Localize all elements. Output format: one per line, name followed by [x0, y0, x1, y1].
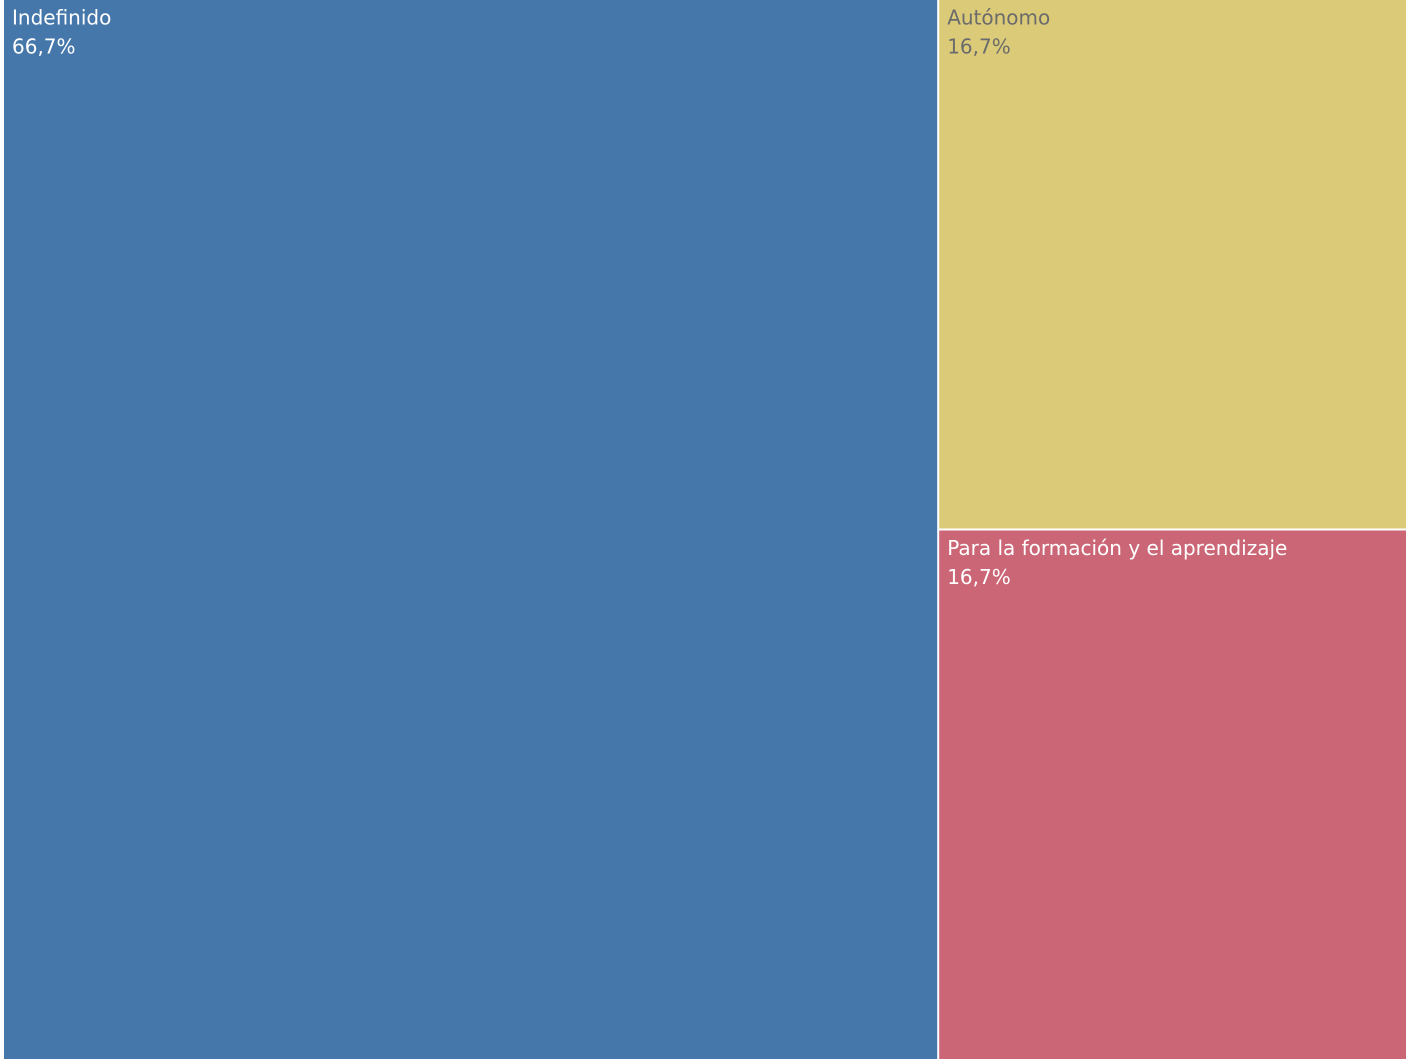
treemap-cell — [939, 530, 1406, 1059]
cell-label: Indefinido — [12, 6, 111, 30]
cell-value-label: 16,7% — [947, 35, 1011, 59]
cell-label: Para la formación y el aprendizaje — [947, 536, 1287, 560]
treemap-cell — [939, 0, 1406, 529]
cell-value-label: 66,7% — [12, 35, 76, 59]
cell-value-label: 16,7% — [947, 565, 1011, 589]
cell-label: Autónomo — [947, 6, 1050, 30]
treemap-cell — [4, 0, 938, 1059]
